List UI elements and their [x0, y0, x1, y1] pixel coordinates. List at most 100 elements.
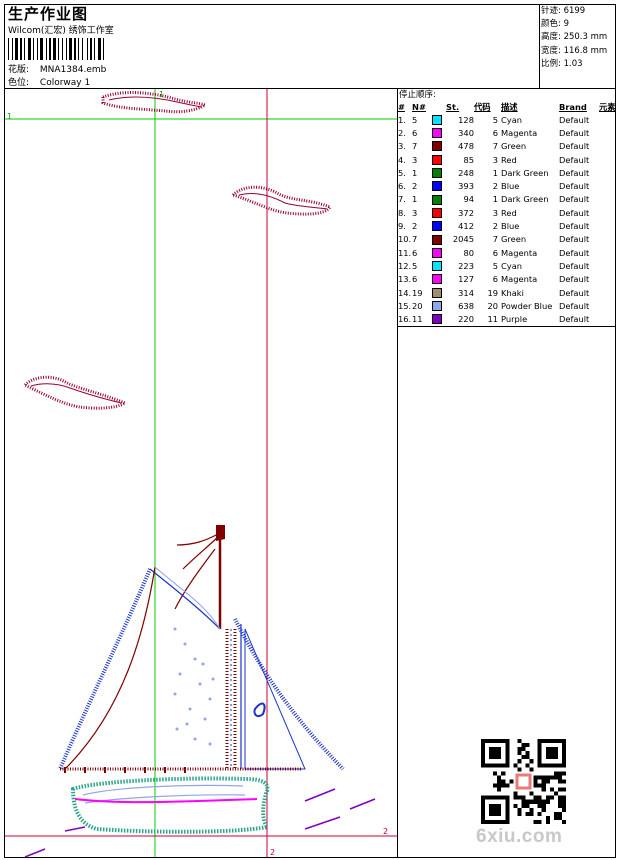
row-index: 12.: [398, 260, 412, 271]
row-needle: 20: [412, 300, 423, 311]
row-needle: 11: [412, 314, 423, 325]
row-needle: 2: [412, 221, 418, 232]
row-brand: Default: [559, 234, 590, 245]
row-swatch: [432, 113, 446, 126]
row-index: 11.: [398, 247, 412, 258]
row-stitches: 314: [458, 287, 474, 298]
row-code: 6: [492, 247, 498, 258]
col-description: 描述: [501, 102, 518, 112]
row-index: 6.: [398, 181, 406, 192]
row-stitches: 220: [458, 314, 474, 325]
row-stitches: 393: [458, 181, 474, 192]
color-swatch: [432, 314, 442, 325]
page-title: 生产作业图: [8, 5, 89, 23]
row-code: 5: [492, 114, 498, 125]
qr-code[interactable]: [481, 739, 566, 824]
header-divider: [4, 88, 616, 89]
col-code: 代码: [474, 102, 491, 112]
row-needle: 6: [412, 127, 418, 138]
row-needle: 5: [412, 260, 418, 271]
row-stitches: 85: [463, 154, 474, 165]
table-row: 9. 2 412 2 Blue Default: [398, 219, 616, 232]
row-brand: Default: [559, 247, 590, 258]
design-line: 花版: MNA1384.emb: [8, 62, 106, 75]
row-index: 15.: [398, 300, 412, 311]
design-preview: 1 1 2 2: [5, 89, 397, 857]
row-brand: Default: [559, 181, 590, 192]
color-sequence-table: # N# St. 代码 描述 Brand 元素 1. 5 128 5 Cyan Defau…: [398, 101, 616, 326]
row-index: 5.: [398, 167, 406, 178]
row-brand: Default: [559, 287, 590, 298]
row-stitches: 223: [458, 260, 474, 271]
row-stitches: 127: [458, 274, 474, 285]
color-swatch: [432, 128, 442, 139]
site-logo: 6xiu.com: [476, 826, 563, 847]
row-stitches: 412: [458, 221, 474, 232]
table-divider: [397, 326, 616, 327]
row-stitches: 128: [458, 114, 474, 125]
row-description: Magenta: [501, 274, 538, 285]
table-row: 6. 2 393 2 Blue Default: [398, 179, 616, 192]
color-swatch: [432, 154, 442, 165]
row-swatch: [432, 179, 446, 192]
color-swatch: [432, 168, 442, 179]
table-row: 3. 7 478 7 Green Default: [398, 140, 616, 153]
row-brand: Default: [559, 127, 590, 138]
row-stitches: 638: [458, 300, 474, 311]
col-needle: N#: [412, 102, 426, 112]
row-code: 2: [492, 181, 498, 192]
cloud-top: [101, 91, 209, 114]
row-brand: Default: [559, 141, 590, 152]
table-row: 4. 3 85 3 Red Default: [398, 153, 616, 166]
table-row: 8. 3 372 3 Red Default: [398, 206, 616, 219]
col-brand: Brand: [559, 102, 587, 112]
row-brand: Default: [559, 221, 590, 232]
row-needle: 6: [412, 274, 418, 285]
row-code: 6: [492, 274, 498, 285]
company-name: Wilcom(汇宏) 绣饰工作室: [8, 26, 114, 36]
stop-sequence-heading: 停止顺序:: [399, 90, 436, 100]
color-swatch: [432, 287, 442, 298]
row-swatch: [432, 299, 446, 312]
color-swatch: [432, 181, 442, 192]
color-swatch: [432, 114, 442, 125]
stat-height: 高度: 250.3 mm: [541, 32, 608, 43]
row-code: 11: [487, 314, 498, 325]
row-description: Magenta: [501, 127, 538, 138]
row-description: Powder Blue: [501, 300, 553, 311]
row-stitches: 94: [463, 194, 474, 205]
row-description: Dark Green: [501, 194, 549, 205]
row-index: 8.: [398, 207, 406, 218]
page-frame: [4, 4, 616, 858]
row-description: Blue: [501, 221, 520, 232]
color-swatch: [432, 221, 442, 232]
row-stitches: 478: [458, 141, 474, 152]
row-swatch: [432, 193, 446, 206]
color-swatch: [432, 261, 442, 272]
row-index: 4.: [398, 154, 406, 165]
table-row: 7. 1 94 1 Dark Green Default: [398, 193, 616, 206]
table-row: 16. 11 220 11 Purple Default: [398, 312, 616, 325]
row-code: 3: [492, 154, 498, 165]
design-label: 花版:: [8, 65, 30, 75]
row-needle: 19: [412, 287, 423, 298]
row-description: Khaki: [501, 287, 524, 298]
table-row: 12. 5 223 5 Cyan Default: [398, 259, 616, 272]
row-brand: Default: [559, 260, 590, 271]
table-row: 13. 6 127 6 Magenta Default: [398, 273, 616, 286]
panel-divider: [397, 88, 398, 858]
table-row: 5. 1 248 1 Dark Green Default: [398, 166, 616, 179]
row-stitches: 340: [458, 127, 474, 138]
col-swatch: [432, 101, 446, 113]
row-index: 13.: [398, 274, 412, 285]
row-code: 1: [492, 167, 498, 178]
row-description: Green: [501, 234, 527, 245]
color-swatch: [432, 234, 442, 245]
row-swatch: [432, 153, 446, 166]
guide-label-1-left: 1: [7, 112, 12, 121]
guide-label-1-top: 1: [159, 90, 164, 99]
row-code: 3: [492, 207, 498, 218]
col-index: #: [398, 102, 405, 112]
row-description: Cyan: [501, 114, 523, 125]
row-brand: Default: [559, 114, 590, 125]
